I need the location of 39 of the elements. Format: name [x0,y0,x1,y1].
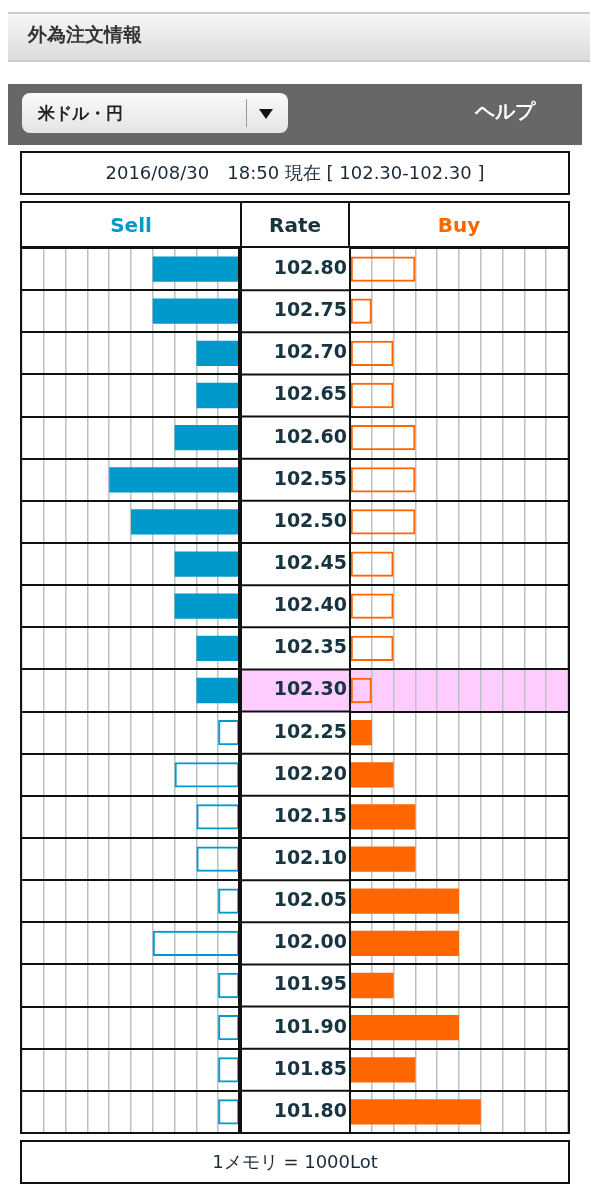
bar [350,720,372,746]
chart-title: Sell [22,203,240,248]
y-tick-label: 101.85 [273,1056,347,1079]
y-tick-label: 101.90 [273,1014,347,1037]
y-tick-label: 102.15 [273,803,347,826]
y-tick-label: 102.45 [273,551,347,574]
y-tick-label: 102.35 [273,635,347,658]
y-tick-label: 102.00 [273,930,347,953]
y-tick-label: 102.20 [273,761,347,784]
y-axis-title: Rate [240,203,350,248]
y-tick-label: 102.25 [273,719,347,742]
y-tick-label: 102.10 [273,846,347,869]
text: 2016/08/30 18:50 現在 [ 102.30-102.30 ] [20,151,570,195]
bar [350,972,394,999]
bar [350,888,459,914]
text: 外為注文情報 [28,22,142,47]
y-tick-label: 101.95 [273,972,347,995]
bar [350,1099,481,1125]
chart-title: Buy [350,203,568,248]
y-tick-label: 102.60 [273,424,347,447]
text: 1メモリ = 1000Lot [20,1140,570,1184]
y-tick-label: 102.65 [273,382,347,405]
y-tick-label: 102.55 [273,466,347,489]
y-tick-label: 102.50 [273,508,347,531]
y-tick-label: 102.75 [273,298,347,321]
bar [350,804,416,830]
y-tick-label: 102.40 [273,593,347,616]
y-tick-label: 102.30 [273,677,347,700]
bar [350,1015,459,1041]
text: ヘルプ [474,98,537,125]
y-tick-label: 101.80 [273,1098,347,1121]
bar [350,1057,416,1083]
bar [350,930,459,956]
text: 米ドル・円 [38,102,123,125]
y-tick-label: 102.80 [273,256,347,279]
bar [350,846,416,872]
y-tick-label: 102.05 [273,888,347,911]
y-tick-label: 102.70 [273,340,347,363]
bar [350,762,394,788]
